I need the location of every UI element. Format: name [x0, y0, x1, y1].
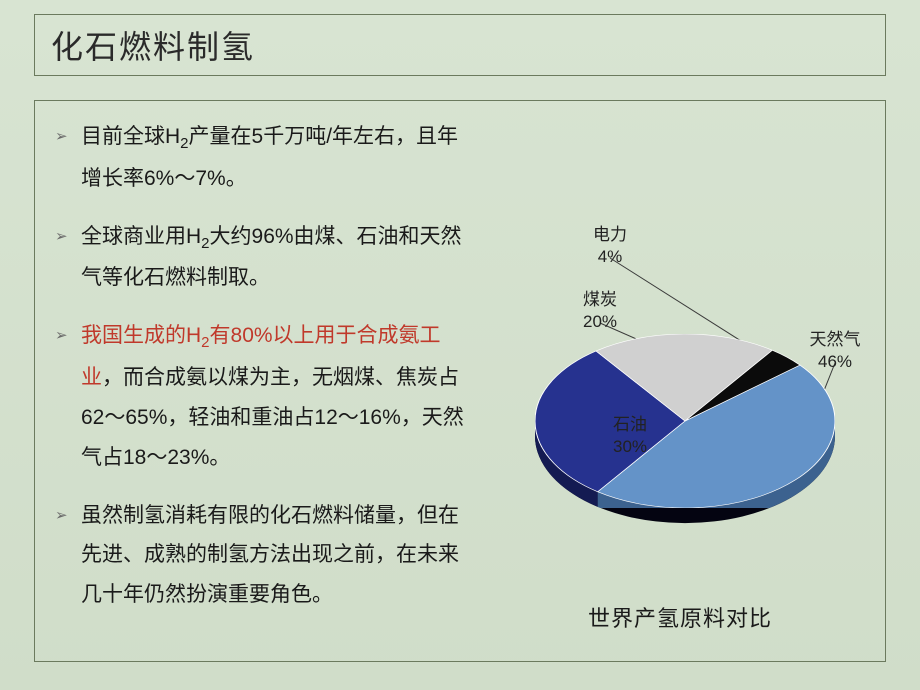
- chart-caption: 世界产氢原料对比: [475, 601, 885, 633]
- list-item: ➢ 全球商业用H2大约96%由煤、石油和天然气等化石燃料制取。: [55, 217, 475, 299]
- bullet-icon: ➢: [55, 316, 81, 477]
- slide-title-box: 化石燃料制氢: [34, 14, 886, 76]
- bullet-icon: ➢: [55, 217, 81, 299]
- bullet-icon: ➢: [55, 496, 81, 616]
- pie-chart: 天然气 46% 石油 30% 煤炭 20% 电力 4% 世界产氢原料对比: [475, 181, 885, 531]
- slice-label-dianli: 电力 4%: [593, 224, 627, 268]
- content-frame: ➢ 目前全球H2产量在5千万吨/年左右，且年增长率6%～7%。 ➢ 全球商业用H…: [34, 100, 886, 662]
- list-item: ➢ 目前全球H2产量在5千万吨/年左右，且年增长率6%～7%。: [55, 117, 475, 199]
- pie-3d: [535, 334, 835, 508]
- slide-title: 化石燃料制氢: [51, 22, 255, 68]
- slice-label-tianranqi: 天然气 46%: [810, 329, 861, 373]
- pie-surface: [535, 334, 835, 508]
- slice-label-shiyou: 石油 30%: [613, 414, 647, 458]
- list-item: ➢ 我国生成的H2有80%以上用于合成氨工业，而合成氨以煤为主，无烟煤、焦炭占6…: [55, 316, 475, 477]
- bullet-text: 全球商业用H2大约96%由煤、石油和天然气等化石燃料制取。: [81, 217, 475, 299]
- bullet-text: 目前全球H2产量在5千万吨/年左右，且年增长率6%～7%。: [81, 117, 475, 199]
- bullet-text: 虽然制氢消耗有限的化石燃料储量，但在先进、成熟的制氢方法出现之前，在未来几十年仍…: [81, 496, 475, 616]
- bullet-icon: ➢: [55, 117, 81, 199]
- bullet-text: 我国生成的H2有80%以上用于合成氨工业，而合成氨以煤为主，无烟煤、焦炭占62～…: [81, 316, 475, 477]
- list-item: ➢ 虽然制氢消耗有限的化石燃料储量，但在先进、成熟的制氢方法出现之前，在未来几十…: [55, 496, 475, 616]
- slice-label-meitan: 煤炭 20%: [583, 289, 617, 333]
- bullet-list: ➢ 目前全球H2产量在5千万吨/年左右，且年增长率6%～7%。 ➢ 全球商业用H…: [55, 117, 475, 633]
